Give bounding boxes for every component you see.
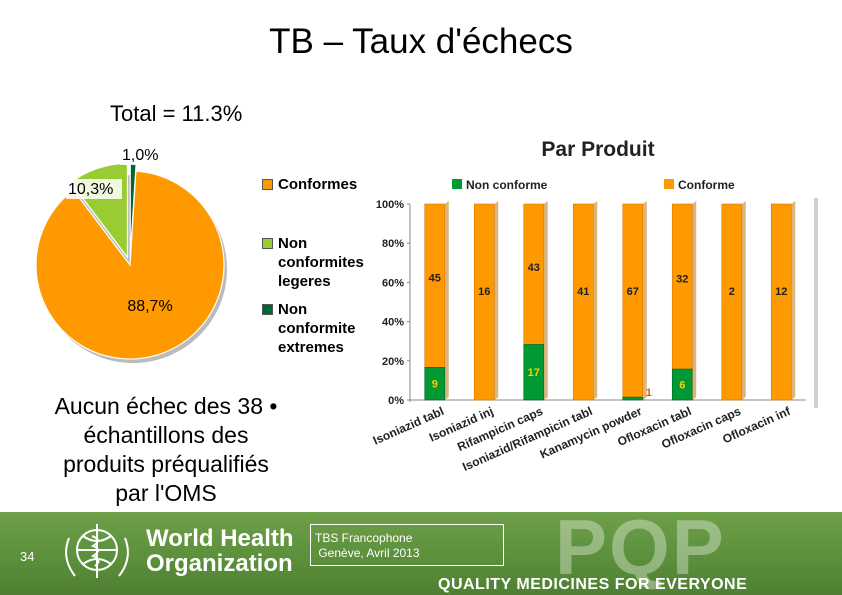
bar-value-label: 6 <box>679 380 685 392</box>
pie-slice-conformes <box>35 170 225 360</box>
bar-side <box>791 201 796 400</box>
bar-legend-label: Conforme <box>678 178 735 192</box>
legend-label: Non <box>278 235 308 252</box>
who-emblem-icon <box>65 524 129 578</box>
bar-conforme <box>523 203 545 345</box>
tagline: QUALITY MEDICINES FOR EVERYONE <box>438 576 748 593</box>
bar-conforme <box>473 203 495 401</box>
panel-edge <box>814 198 818 408</box>
bar-conforme <box>770 203 792 401</box>
bar-non-conforme <box>622 396 644 401</box>
pie-chart: 88,7% 10,3% 1,0% <box>35 145 227 363</box>
bar-value-label: 67 <box>627 286 639 298</box>
bar-side <box>692 201 697 400</box>
legend-swatch <box>664 179 674 189</box>
y-tick-label: 20% <box>382 356 404 368</box>
bullet-line: échantillons des <box>83 422 249 448</box>
bar-side <box>642 201 647 400</box>
legend-label: Non <box>278 301 308 318</box>
bar-value-label: 9 <box>432 379 438 391</box>
legend-label: extremes <box>278 339 344 356</box>
pie-data-label: 10,3% <box>68 181 113 198</box>
pie-legend: Conformes Non conformites legeres Non conform… <box>262 175 377 366</box>
pie-data-label: 88,7% <box>127 298 172 315</box>
org-line-2: Organization <box>146 550 293 577</box>
y-tick-label: 80% <box>382 238 404 250</box>
bar-non-conforme <box>424 367 446 401</box>
bar-group: 45 9 <box>424 201 449 401</box>
bar-side <box>543 201 548 400</box>
y-tick-label: 60% <box>382 277 404 289</box>
bar-group: 12 <box>770 201 796 401</box>
bar-non-conforme <box>671 368 693 401</box>
bullet-line: par l'OMS <box>115 480 217 506</box>
bar-conforme <box>622 203 644 398</box>
bar-value-label: 45 <box>429 273 441 285</box>
pqp-logo: PQP <box>555 503 726 591</box>
y-tick-label: 0% <box>388 395 404 407</box>
bar-side <box>494 201 499 400</box>
pie-label-bg <box>66 179 122 199</box>
bar-value-label: 16 <box>478 286 490 298</box>
bar-conforme <box>671 203 693 370</box>
y-tick-label: 40% <box>382 317 404 329</box>
page-number: 34 <box>20 549 35 564</box>
bar-value-label: 2 <box>729 286 735 298</box>
bar-side <box>593 201 598 400</box>
pie-legend-item: Non conformite extremes <box>262 300 377 357</box>
pie-legend-item: Non conformites legeres <box>262 234 377 291</box>
pie-data-label: 1,0% <box>122 147 158 164</box>
bar-group: 16 <box>473 201 499 401</box>
bar-value-label: 12 <box>775 286 787 298</box>
bar-side <box>444 201 449 400</box>
event-box: TBS Francophone Genève, Avril 2013 <box>310 524 504 566</box>
legend-label: conformites <box>278 254 364 271</box>
org-line-1: World Health <box>146 525 294 552</box>
bar-value-label: 32 <box>676 273 688 285</box>
bar-group: 67 1 <box>622 201 652 401</box>
bar-group: 2 <box>721 201 746 401</box>
bar-group: 41 <box>572 201 598 401</box>
legend-swatch <box>262 238 273 249</box>
legend-label: conformite <box>278 320 356 337</box>
event-line-1: TBS Francophone <box>315 531 413 545</box>
legend-swatch <box>262 304 273 315</box>
bar-conforme <box>424 203 446 368</box>
bar-value-label: 41 <box>577 286 589 298</box>
bar-non-conforme <box>523 344 545 401</box>
bar-legend-label: Non conforme <box>466 178 548 192</box>
bar-group: 43 17 <box>523 201 548 401</box>
y-tick-label: 100% <box>376 199 404 211</box>
bar-conforme <box>572 203 594 401</box>
bar-side <box>741 201 746 400</box>
legend-swatch <box>262 179 273 190</box>
bar-conforme <box>721 203 743 401</box>
pie-legend-item: Conformes <box>262 175 377 194</box>
bullet-text: Aucun échec des 38 • échantillons des prod… <box>18 392 314 508</box>
pie-chart-title: Total = 11.3% <box>110 101 243 126</box>
bar-value-label: 43 <box>528 262 540 274</box>
footer-band <box>0 512 842 595</box>
slide-title: TB – Taux d'échecs <box>269 22 573 61</box>
legend-label: Conformes <box>278 176 358 193</box>
bar-group: 32 6 <box>671 201 697 401</box>
bullet-line: produits préqualifiés <box>63 451 269 477</box>
bar-value-label: 17 <box>528 367 540 379</box>
bar-value-label: 1 <box>646 387 652 399</box>
legend-label: legeres <box>278 273 331 290</box>
who-organization-name: World Health Organization <box>146 526 294 576</box>
bar-chart-title: Par Produit <box>541 138 654 161</box>
bullet-line: Aucun échec des 38 • <box>54 393 278 419</box>
bar-chart: Par Produit Non conforme Conforme 0% 20% 40% 6… <box>371 138 818 474</box>
event-line-2: Genève, Avril 2013 <box>315 546 420 560</box>
legend-swatch <box>452 179 462 189</box>
pie-label-bg <box>120 145 176 165</box>
